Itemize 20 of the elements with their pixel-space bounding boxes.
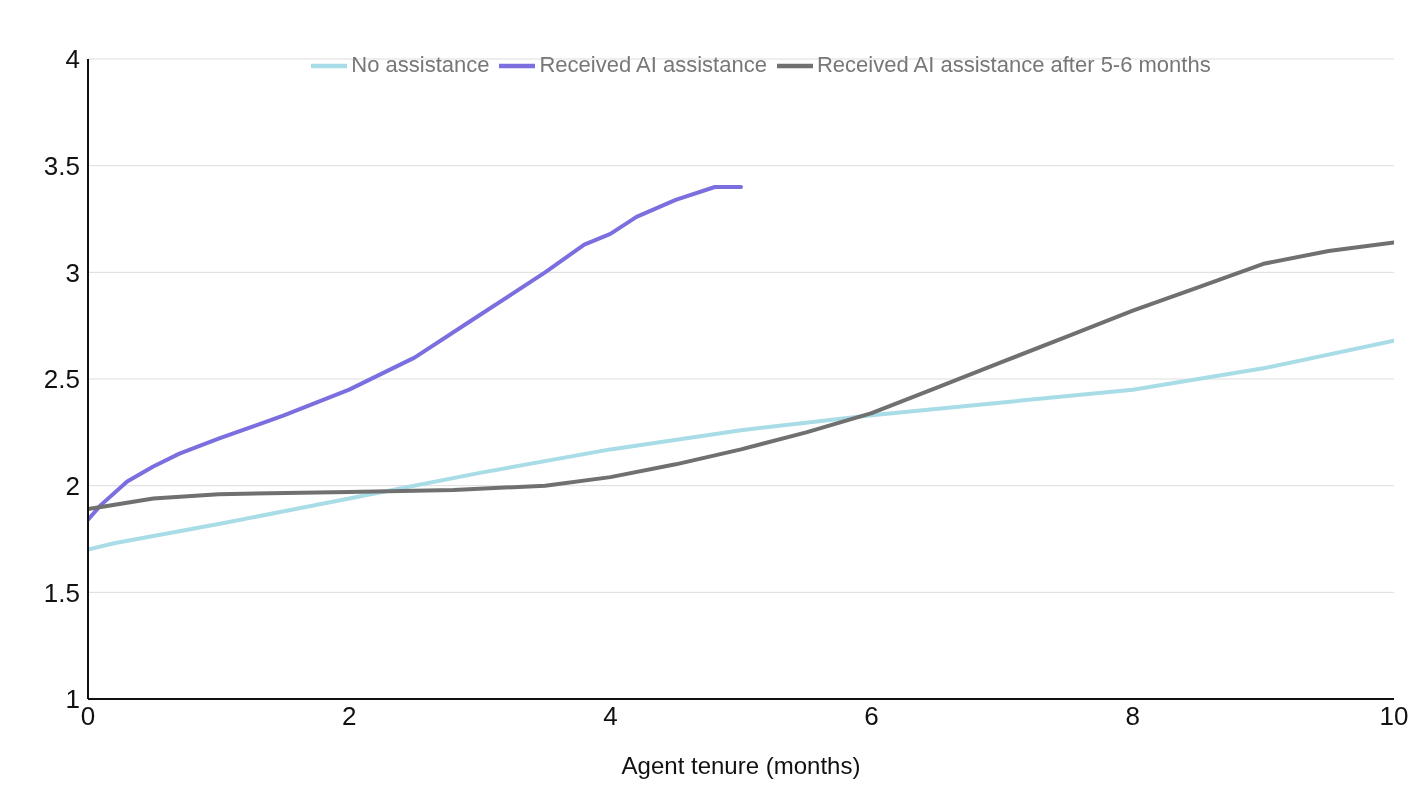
line-series [88, 338, 1394, 552]
x-axis-title: Agent tenure (months) [621, 752, 861, 779]
legend-label: Received AI assistance [539, 51, 767, 77]
y-tick-label: 3 [65, 257, 80, 288]
y-tick-label: 3.5 [43, 150, 80, 181]
line-series [88, 240, 1394, 512]
legend-label: Received AI assistance after 5-6 months [816, 51, 1211, 77]
y-tick-label: 2 [65, 470, 80, 501]
x-tick-label: 8 [1125, 701, 1141, 732]
y-tick-label: 1 [65, 684, 80, 715]
legend-label: No assistance [351, 51, 490, 77]
x-tick-label: 2 [341, 701, 357, 732]
y-tick-label: 2.5 [43, 364, 80, 395]
x-tick-label: 4 [603, 701, 618, 732]
x-tick-label: 6 [864, 701, 879, 732]
y-tick-label: 4 [65, 44, 80, 75]
y-tick-label: 1.5 [43, 577, 80, 608]
x-tick-label: 0 [80, 701, 96, 732]
x-tick-label: 10 [1379, 701, 1409, 732]
line-series [88, 185, 743, 522]
